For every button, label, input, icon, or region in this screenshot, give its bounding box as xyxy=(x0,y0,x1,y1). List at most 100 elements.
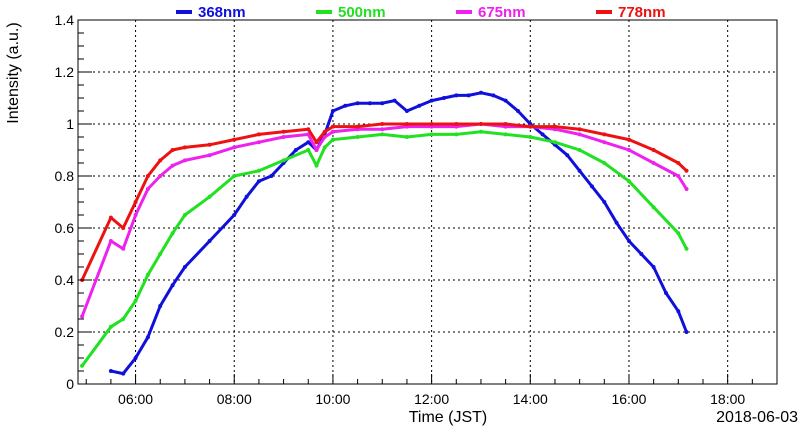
data-point xyxy=(367,101,372,106)
data-point xyxy=(207,153,212,158)
data-point xyxy=(121,317,126,321)
data-point xyxy=(684,330,689,334)
data-point xyxy=(602,140,607,145)
data-point xyxy=(133,298,138,303)
x-tick-label: 12:00 xyxy=(414,391,449,407)
data-point xyxy=(314,148,319,152)
x-axis-title: Time (JST) xyxy=(409,409,488,426)
data-point xyxy=(651,148,656,152)
data-point xyxy=(121,226,126,230)
data-point xyxy=(676,161,681,165)
data-point xyxy=(651,205,656,210)
data-point xyxy=(108,324,113,329)
data-point xyxy=(145,187,150,191)
data-point xyxy=(182,213,187,217)
data-point xyxy=(80,363,85,368)
data-point xyxy=(281,135,286,139)
data-point xyxy=(528,135,533,139)
y-tick-label: 0.6 xyxy=(55,220,75,236)
data-point xyxy=(380,127,385,132)
data-point xyxy=(380,132,385,137)
y-axis-title: Intensity (a.u.) xyxy=(5,22,22,123)
data-point xyxy=(627,239,631,243)
data-point xyxy=(503,132,508,137)
data-point xyxy=(651,161,656,165)
data-point xyxy=(232,174,237,178)
series-500nm xyxy=(80,129,689,368)
data-point xyxy=(314,163,319,168)
data-point xyxy=(684,168,689,173)
data-point xyxy=(182,145,187,150)
data-point xyxy=(170,283,175,288)
data-point xyxy=(404,109,409,113)
data-point xyxy=(207,239,212,243)
data-point xyxy=(158,304,163,308)
data-point xyxy=(322,129,327,134)
data-point xyxy=(627,179,631,184)
data-point xyxy=(256,179,261,184)
y-tick-label: 0.8 xyxy=(55,168,75,184)
data-point xyxy=(306,148,311,152)
data-point xyxy=(553,140,557,145)
data-point xyxy=(207,194,212,199)
series-line xyxy=(80,122,688,282)
data-point xyxy=(392,98,397,103)
data-point xyxy=(158,158,163,163)
data-point xyxy=(145,174,150,178)
legend-label: 368nm xyxy=(198,4,246,21)
data-point xyxy=(330,137,335,142)
data-point xyxy=(614,220,619,225)
data-point xyxy=(145,335,150,340)
data-point xyxy=(429,122,434,126)
data-point xyxy=(479,90,483,95)
data-point xyxy=(404,122,409,126)
data-point xyxy=(602,132,607,137)
data-point xyxy=(133,356,138,360)
grid-layer xyxy=(78,20,777,384)
data-point xyxy=(491,93,496,98)
data-point xyxy=(170,163,175,168)
y-tick-label: 1.2 xyxy=(55,64,75,80)
data-point xyxy=(108,239,113,243)
data-point xyxy=(454,93,459,98)
data-point xyxy=(133,200,138,204)
data-point xyxy=(676,174,681,178)
data-point xyxy=(565,153,570,158)
data-point xyxy=(466,93,471,98)
data-point xyxy=(281,129,286,134)
data-point xyxy=(417,103,422,108)
data-point xyxy=(503,98,508,103)
data-point xyxy=(322,145,327,150)
data-point xyxy=(330,124,335,129)
data-point xyxy=(684,187,689,191)
data-point xyxy=(479,122,483,126)
data-point xyxy=(684,246,689,251)
data-point xyxy=(664,291,668,295)
data-point xyxy=(182,158,187,163)
legend-label: 675nm xyxy=(478,4,526,21)
legend-label: 500nm xyxy=(338,4,386,21)
data-point xyxy=(355,124,360,129)
data-point xyxy=(121,371,126,376)
data-point xyxy=(639,252,644,256)
legend-layer: 368nm 500nm 675nm 778nm xyxy=(176,4,666,21)
x-tick-label: 06:00 xyxy=(118,391,153,407)
data-point xyxy=(380,101,385,106)
data-point xyxy=(355,135,360,139)
data-point xyxy=(121,246,126,251)
y-tick-label: 1.4 xyxy=(55,12,75,28)
data-point xyxy=(232,213,237,217)
data-point xyxy=(343,103,348,108)
data-point xyxy=(256,132,261,137)
data-point xyxy=(516,109,520,113)
x-tick-label: 08:00 xyxy=(217,391,252,407)
y-tick-label: 0.2 xyxy=(55,324,75,340)
data-point xyxy=(577,132,582,137)
legend-label: 778nm xyxy=(618,4,666,21)
data-point xyxy=(380,122,385,126)
data-point xyxy=(429,98,434,103)
data-point xyxy=(306,127,311,132)
data-point xyxy=(330,129,335,134)
data-point xyxy=(158,252,163,256)
